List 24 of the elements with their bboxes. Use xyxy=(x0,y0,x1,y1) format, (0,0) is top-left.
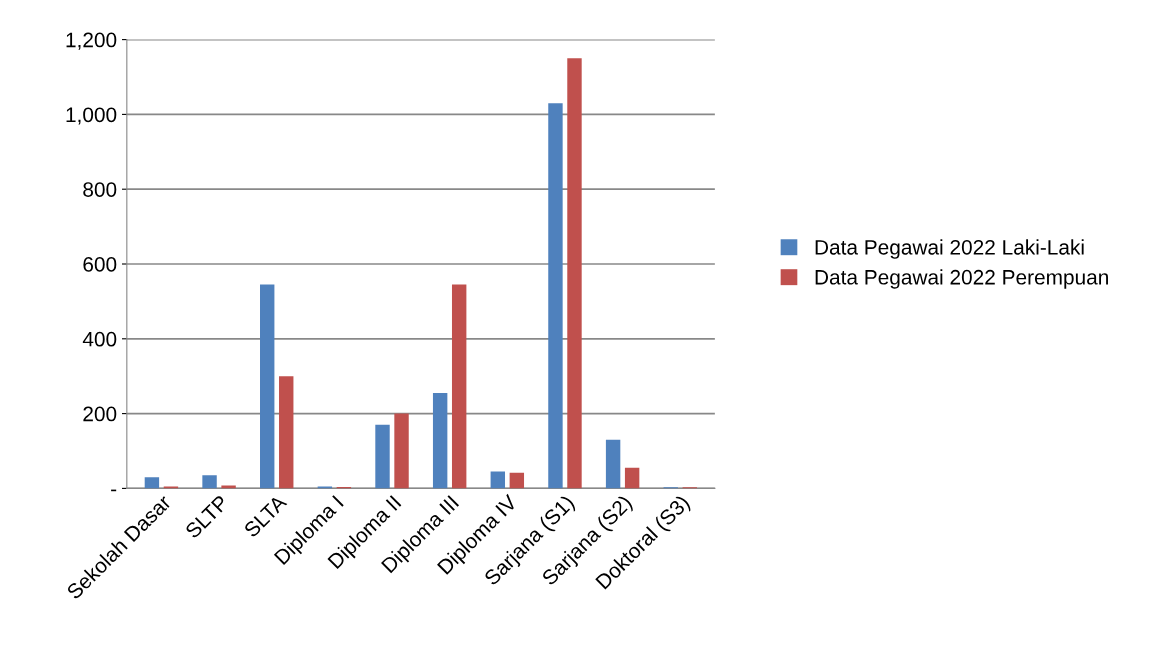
y-tick-label: 200 xyxy=(83,406,117,422)
bar xyxy=(548,103,563,489)
bar xyxy=(432,393,448,489)
bar xyxy=(394,413,409,489)
bar xyxy=(375,424,390,489)
bar xyxy=(605,439,621,489)
bar xyxy=(509,472,525,489)
bar xyxy=(624,467,640,489)
y-tick-label: - xyxy=(111,489,117,492)
bar xyxy=(567,58,582,489)
legend-label: Data Pegawai 2022 Perempuan xyxy=(815,269,1108,289)
bar xyxy=(202,475,217,489)
y-tick-label: 600 xyxy=(83,257,117,272)
legend-label: Data Pegawai 2022 Laki-Laki xyxy=(815,239,1084,259)
bar xyxy=(260,284,275,489)
bar xyxy=(490,471,506,489)
y-tick-label: 400 xyxy=(82,331,117,347)
y-tick-label: 1,200 xyxy=(66,32,117,50)
bar xyxy=(279,376,294,489)
y-tick-label: 1,000 xyxy=(66,107,117,125)
bar xyxy=(144,477,160,489)
bar xyxy=(451,284,467,489)
y-tick-label: 800 xyxy=(83,182,117,197)
bar xyxy=(221,485,236,489)
